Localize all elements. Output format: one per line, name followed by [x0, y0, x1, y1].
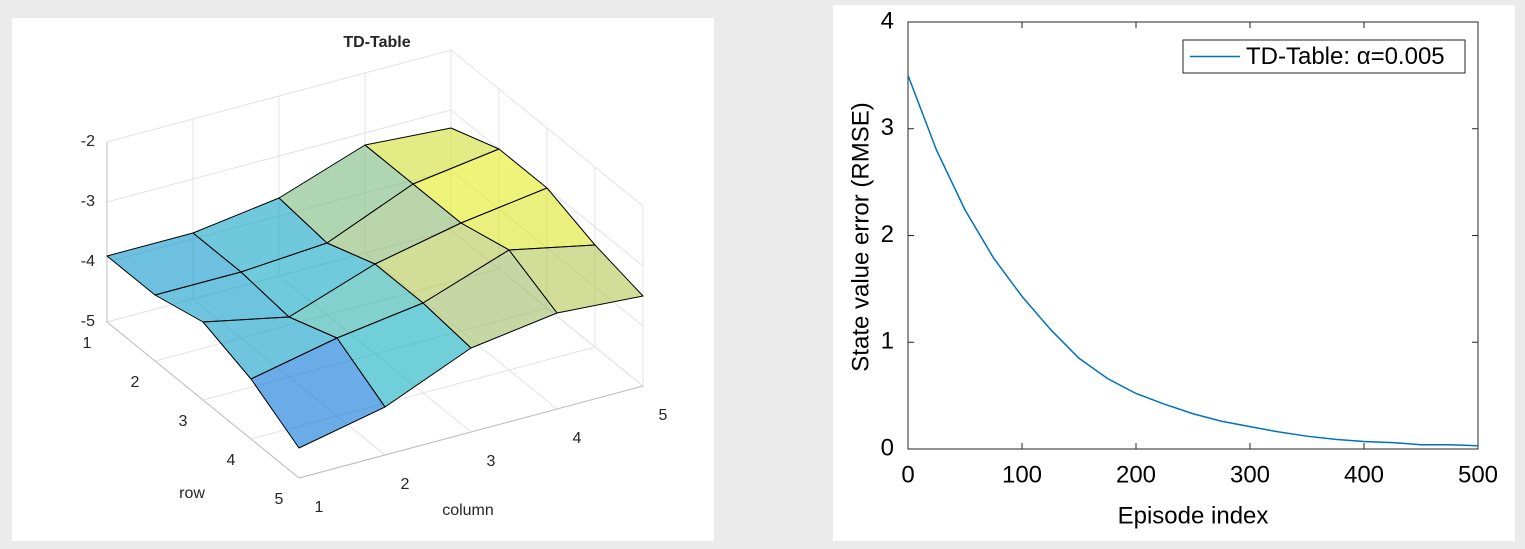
- column-axis: [298, 385, 644, 479]
- y-tick-label: 1: [83, 335, 92, 352]
- line-chart: Episode index State value error (RMSE) 0…: [847, 7, 1498, 529]
- x-tick-label: 3: [487, 453, 496, 470]
- row-axis: [106, 321, 300, 479]
- x-tick-label: 2: [401, 476, 410, 493]
- plot-frame: [907, 21, 1479, 450]
- z-tick-label: -3: [81, 193, 95, 210]
- z-tick-label: -5: [81, 313, 95, 330]
- grid-line: [450, 49, 644, 207]
- y-tick-label: 0: [881, 434, 894, 461]
- y-tick-label: 2: [131, 374, 140, 391]
- x-tick-label: 1: [315, 499, 324, 516]
- y-tick-label: 3: [881, 114, 894, 141]
- x-axis-label: column: [442, 502, 494, 519]
- y-tick-label: 4: [227, 452, 236, 469]
- x-tick-label: 4: [573, 430, 582, 447]
- grid-line: [106, 49, 452, 143]
- surface-chart: TD-Table row column -5 -4 -3 -2 1 2 3 4 5 1 2 3 4 5: [81, 34, 668, 519]
- legend-label: TD-Table: α=0.005: [1246, 43, 1445, 70]
- chart-title: TD-Table: [343, 34, 410, 51]
- y-tick-label: 2: [881, 221, 894, 248]
- y-tick-label: 5: [275, 491, 284, 508]
- y-tick-label: 3: [179, 413, 188, 430]
- x-tick-label: 0: [901, 461, 914, 488]
- x-tick-label: 5: [659, 407, 668, 424]
- grid-line: [106, 109, 452, 203]
- z-tick-label: -2: [81, 133, 95, 150]
- surface-face: [250, 337, 386, 449]
- x-tick-label: 200: [1116, 461, 1156, 488]
- x-tick-label: 500: [1458, 461, 1498, 488]
- x-tick-label: 100: [1002, 461, 1042, 488]
- y-axis-label: row: [179, 485, 205, 502]
- data-line: [907, 75, 1479, 447]
- y-axis-label: State value error (RMSE): [847, 102, 874, 371]
- z-tick-label: -4: [81, 253, 95, 270]
- x-axis-label: Episode index: [1118, 502, 1269, 529]
- right-panel: [833, 5, 1515, 541]
- x-tick-label: 300: [1230, 461, 1270, 488]
- y-tick-label: 1: [881, 328, 894, 355]
- y-tick-label: 4: [881, 7, 894, 34]
- x-tick-label: 400: [1344, 461, 1384, 488]
